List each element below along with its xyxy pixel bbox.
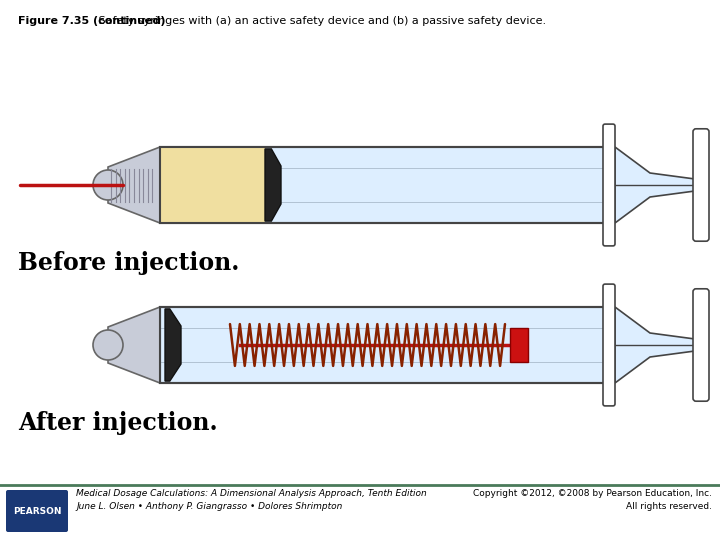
- Text: All rights reserved.: All rights reserved.: [626, 502, 712, 511]
- Text: Figure 7.35 (continued): Figure 7.35 (continued): [18, 16, 166, 26]
- Circle shape: [93, 170, 123, 200]
- Polygon shape: [165, 309, 181, 381]
- Text: After injection.: After injection.: [18, 411, 217, 435]
- Circle shape: [93, 330, 123, 360]
- Polygon shape: [108, 147, 160, 223]
- Text: Before injection.: Before injection.: [18, 251, 239, 275]
- Bar: [160, 147, 610, 223]
- Polygon shape: [615, 147, 700, 223]
- FancyBboxPatch shape: [693, 129, 709, 241]
- FancyBboxPatch shape: [603, 284, 615, 406]
- Polygon shape: [160, 148, 265, 222]
- Text: Medical Dosage Calculations: A Dimensional Analysis Approach, Tenth Edition: Medical Dosage Calculations: A Dimension…: [76, 489, 427, 498]
- Polygon shape: [108, 307, 160, 383]
- Polygon shape: [265, 149, 281, 221]
- FancyBboxPatch shape: [160, 147, 610, 223]
- Text: Safety syringes with (a) an active safety device and (b) a passive safety device: Safety syringes with (a) an active safet…: [18, 16, 546, 26]
- Text: Copyright ©2012, ©2008 by Pearson Education, Inc.: Copyright ©2012, ©2008 by Pearson Educat…: [473, 489, 712, 498]
- Polygon shape: [615, 307, 700, 383]
- Text: June L. Olsen • Anthony P. Giangrasso • Dolores Shrimpton: June L. Olsen • Anthony P. Giangrasso • …: [76, 502, 343, 511]
- Bar: [510, 328, 528, 362]
- Text: PEARSON: PEARSON: [13, 507, 61, 516]
- FancyBboxPatch shape: [603, 124, 615, 246]
- FancyBboxPatch shape: [693, 289, 709, 401]
- Bar: [160, 307, 610, 383]
- Bar: [160, 307, 610, 383]
- FancyBboxPatch shape: [6, 490, 68, 532]
- Bar: [160, 148, 265, 222]
